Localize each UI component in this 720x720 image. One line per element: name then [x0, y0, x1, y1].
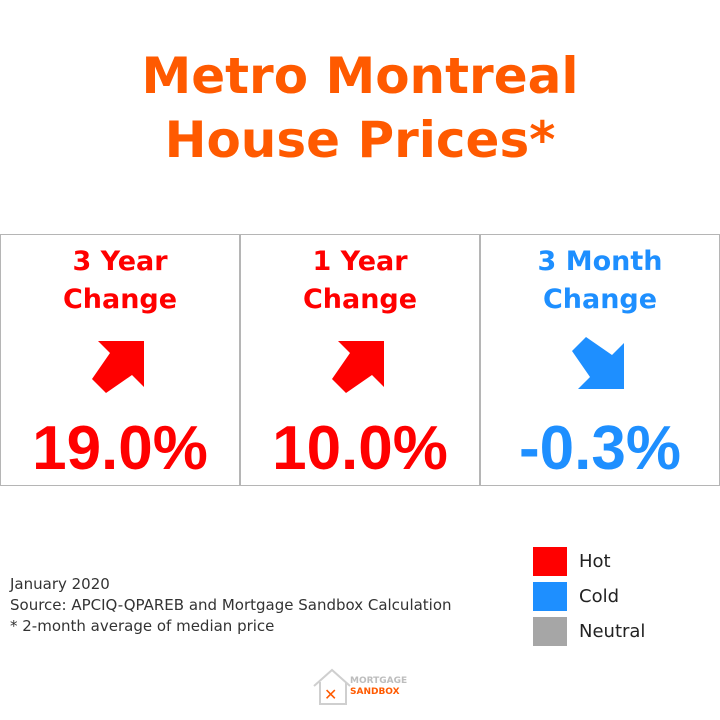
title-line-1: Metro Montreal: [141, 47, 579, 105]
page-title: Metro Montreal House Prices*: [0, 44, 720, 172]
panel-label-line-1: 3 Month: [537, 246, 663, 277]
panel-3-month: 3 Month Change -0.3%: [481, 235, 720, 485]
panel-label: 3 Year Change: [1, 243, 239, 319]
panel-label: 3 Month Change: [481, 243, 719, 319]
panel-3-year: 3 Year Change 19.0%: [0, 235, 241, 485]
panel-label-line-2: Change: [302, 284, 418, 315]
panel-label-line-2: Change: [62, 284, 178, 315]
title-line-2: House Prices*: [164, 111, 556, 169]
panel-label-line-1: 1 Year: [312, 246, 408, 277]
arrow-up-right-icon: [332, 341, 384, 393]
legend-label: Hot: [579, 551, 611, 572]
legend-swatch: [533, 617, 567, 646]
footnote: January 2020 Source: APCIQ-QPAREB and Mo…: [10, 574, 452, 637]
legend-swatch: [533, 582, 567, 611]
house-logo-icon: ✕: [313, 668, 351, 705]
change-value: -0.3%: [519, 414, 681, 483]
footnote-source: Source: APCIQ-QPAREB and Mortgage Sandbo…: [10, 596, 452, 614]
change-value: 10.0%: [272, 414, 448, 483]
logo-text: MORTGAGE SANDBOX: [350, 676, 407, 698]
legend-label: Cold: [579, 586, 620, 607]
panel-1-year: 1 Year Change 10.0%: [241, 235, 481, 485]
panel-label: 1 Year Change: [241, 243, 479, 319]
svg-text:✕: ✕: [324, 685, 337, 704]
legend-item-neutral: Neutral: [533, 614, 645, 649]
legend-item-cold: Cold: [533, 579, 645, 614]
change-value: 19.0%: [32, 414, 208, 483]
legend: Hot Cold Neutral: [533, 544, 645, 649]
panel-label-line-1: 3 Year: [72, 246, 168, 277]
logo-line-2: SANDBOX: [350, 687, 400, 697]
arrow-up-right-icon: [92, 341, 144, 393]
arrow-down-right-icon: [572, 337, 624, 389]
logo-line-1: MORTGAGE: [350, 676, 408, 686]
panel-label-line-2: Change: [542, 284, 658, 315]
legend-item-hot: Hot: [533, 544, 645, 579]
legend-swatch: [533, 547, 567, 576]
legend-label: Neutral: [579, 621, 646, 642]
footnote-date: January 2020: [10, 575, 110, 593]
footnote-note: * 2-month average of median price: [10, 617, 275, 635]
mortgage-sandbox-logo: ✕ MORTGAGE SANDBOX: [312, 664, 422, 708]
change-panels: 3 Year Change 19.0% 1 Year Change 10.0% …: [0, 234, 720, 486]
